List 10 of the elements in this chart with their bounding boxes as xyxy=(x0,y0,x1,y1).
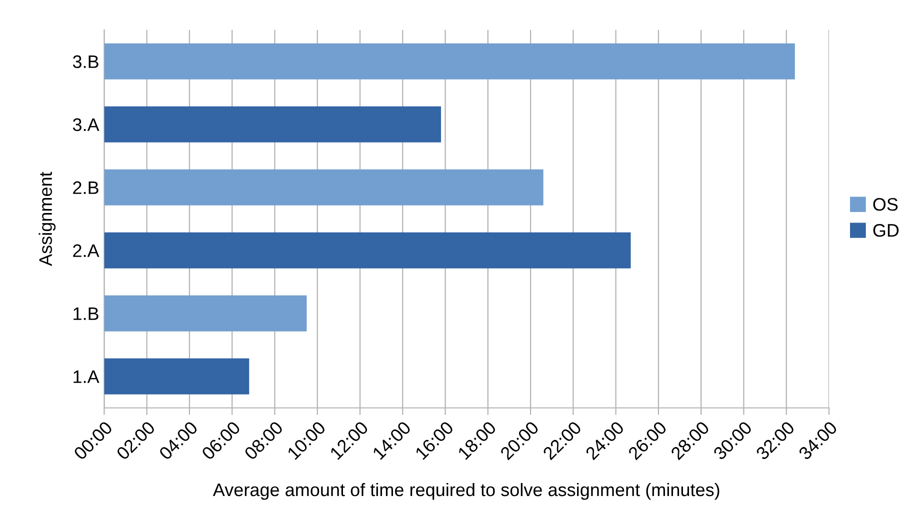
y-tick-label: 3.B xyxy=(72,55,98,68)
x-axis-title: Average amount of time required to solve assignment (minutes) xyxy=(212,482,720,500)
y-tick-label: 1.A xyxy=(74,370,100,383)
y-tick-label: 2.B xyxy=(73,181,98,194)
y-tick-label: 3.A xyxy=(72,118,100,132)
y-axis-title: Assignment xyxy=(38,172,56,266)
legend-label: GD xyxy=(873,224,899,237)
y-tick-label: 2.A xyxy=(73,244,100,257)
legend-label: OS xyxy=(873,198,898,211)
y-tick-label: 1.B xyxy=(74,308,98,320)
